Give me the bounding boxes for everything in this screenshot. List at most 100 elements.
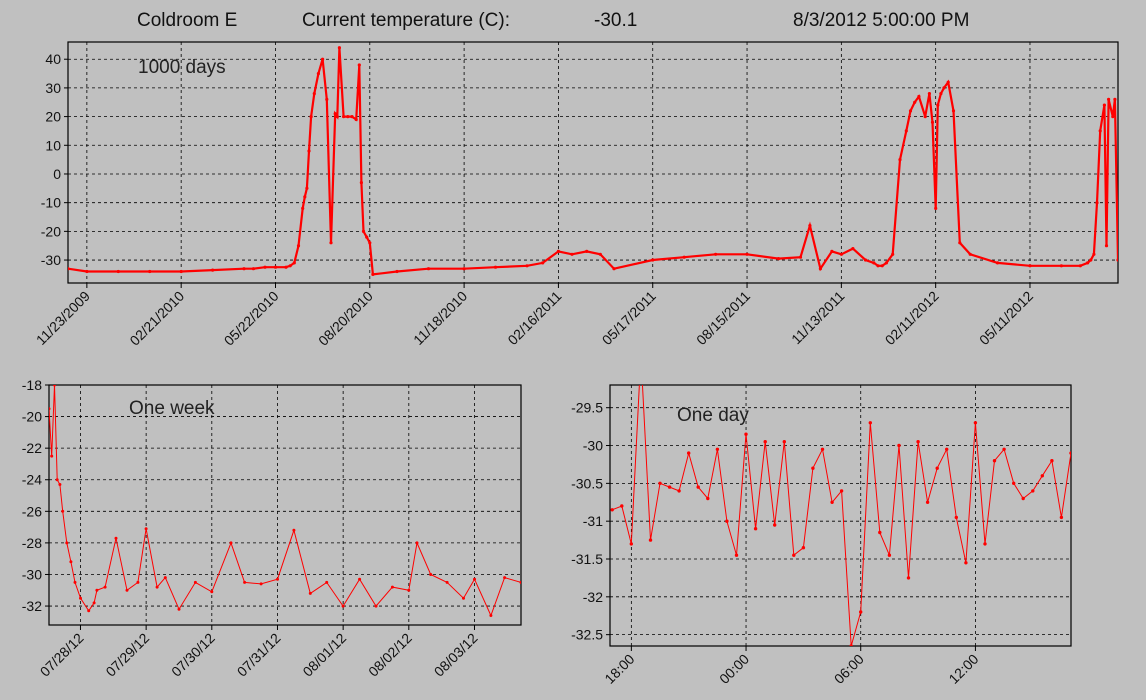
data-point [1092,252,1096,256]
x-tick-label: 05/22/2010 [221,288,282,349]
data-point [242,267,246,271]
data-point [53,385,56,387]
data-point [309,115,313,119]
data-point [753,527,758,531]
current-temp-value: -30.1 [594,10,638,31]
y-tick-label: 30 [45,80,61,96]
data-point [798,255,803,259]
data-point [651,258,655,262]
data-point [85,269,89,274]
data-point [677,489,681,493]
chart-title: 1000 days [138,57,226,78]
x-tick-label: 02/21/2010 [126,288,187,349]
data-point [830,500,834,504]
data-point [1078,264,1082,268]
data-point [358,577,362,581]
data-point [744,432,748,436]
data-point [830,249,834,253]
data-point [1095,201,1099,205]
data-point [725,519,729,523]
data-point [325,580,329,584]
data-point [930,120,935,124]
data-point [934,206,938,210]
data-point [859,610,863,614]
data-point [426,267,431,271]
data-point [50,454,54,458]
data-point [357,63,361,67]
x-tick-label: 07/30/12 [168,630,218,680]
data-point [1116,258,1118,262]
data-point [715,447,720,451]
data-point [818,267,823,271]
data-point [992,459,997,463]
data-point [303,195,307,199]
data-point [839,489,844,493]
x-tick-label: 08/20/2010 [315,288,376,349]
y-tick-label: 20 [45,109,61,125]
y-tick-label: -30 [583,438,603,454]
data-point [925,500,930,504]
data-point [148,269,152,274]
data-point [263,265,267,269]
data-point [307,149,311,153]
data-point [620,504,624,508]
data-point [964,561,968,565]
data-point [1104,244,1109,248]
y-tick-label: -32.5 [571,627,603,643]
data-point [927,92,932,96]
data-point [839,252,844,256]
chart-one-week: -32 -30 -28 -26 -24 -22 -20 -18 07/28/12 07/29/12… [22,377,522,680]
data-point [368,241,372,245]
y-tick-label: -28 [22,535,42,551]
data-point [916,440,920,444]
data-point [954,515,958,520]
data-point [301,206,305,210]
x-tick-label: 11/18/2010 [410,288,470,348]
data-point [667,485,672,489]
data-point [958,241,962,245]
data-point [361,229,366,233]
data-point [898,158,902,162]
data-point [79,596,82,600]
data-point [1089,258,1093,262]
data-point [341,604,345,608]
series [610,385,1071,646]
data-point [103,585,107,589]
data-point [273,265,278,269]
data-point [942,86,946,90]
y-tick-label: -30 [22,566,42,582]
data-point [87,609,91,613]
data-point [229,541,233,545]
x-tick-label: 07/29/12 [102,630,152,680]
data-point [995,261,1000,265]
data-point [155,585,159,589]
data-point [1059,515,1064,520]
data-point [908,109,913,113]
data-point [462,596,465,600]
y-tick-label: -30 [41,252,61,268]
x-tick-label: 07/31/12 [234,630,284,680]
data-point [820,447,825,451]
data-point [292,528,296,532]
y-tick-label: -26 [22,503,42,519]
chart-one-day: -32.5 -32 -31.5 -31 -30.5 -30 -29.5 18:00 00:00 0… [571,384,1072,687]
x-tick-label: 08/01/12 [299,630,349,680]
data-point [49,407,51,411]
x-tick-label: 07/28/12 [37,630,87,680]
data-point [354,117,358,122]
data-point [61,509,65,513]
data-point [136,580,140,584]
data-point [163,576,167,580]
data-point [429,573,433,576]
y-tick-label: -32 [583,589,603,605]
x-tick-label: 05/11/2012 [976,288,1036,348]
data-point [346,115,350,119]
data-point [884,261,889,265]
data-point [556,249,561,253]
data-point [1012,481,1016,485]
data-point [68,267,70,271]
data-point [951,109,956,113]
data-point [935,466,939,470]
data-point [445,580,449,584]
x-tick-label: 00:00 [716,651,752,687]
